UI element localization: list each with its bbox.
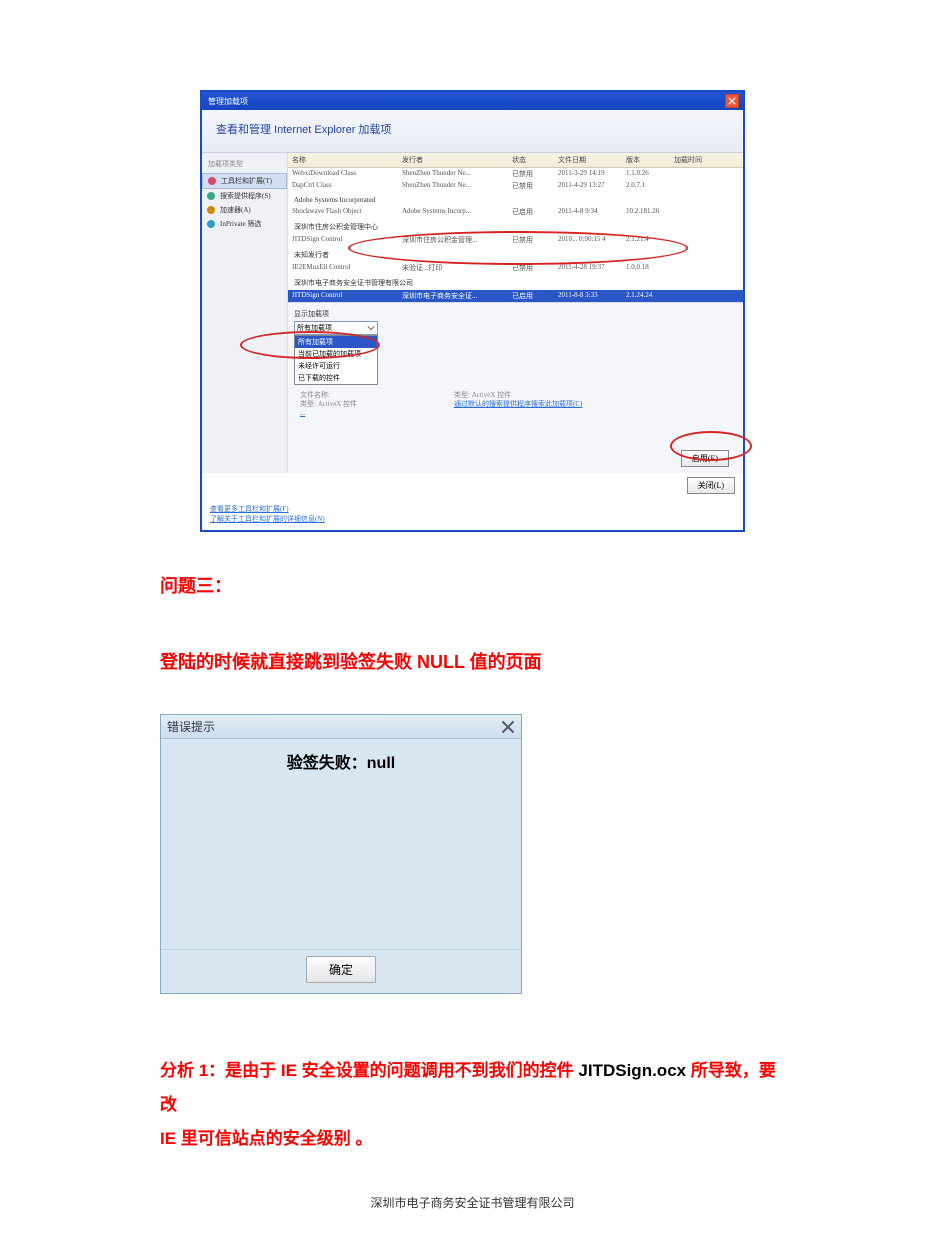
window-titlebar: 管理加载项 [202,92,743,110]
table-row[interactable]: DapCtrl ClassShenZhen Thunder Ne...已禁用20… [288,180,743,192]
analysis-paragraph: 分析 1：是由于 IE 安全设置的问题调用不到我们的控件 JITDSign.oc… [160,1054,785,1156]
dialog-title: 错误提示 [167,718,215,735]
close-button[interactable]: 关闭(L) [687,477,735,494]
sidebar-item-label: 工具栏和扩展(T) [221,176,272,186]
dropdown-area: 显示加载项 所有加载项 所有加载项当前已加载的加载项未经许可运行已下载的控件 文… [288,302,743,473]
meta-left: 文件名称: 类型: ActiveX 控件 ... [294,391,414,418]
meta-search-link[interactable]: 通过默认的搜索提供程序搜索此加载项(C) [454,400,737,409]
enable-button[interactable]: 启用(E) [681,450,729,467]
table-row[interactable]: IE2EMuzEll Control未验证...打印已禁用2011-4-28 1… [288,262,743,274]
dialog-titlebar: 错误提示 [161,715,521,739]
sidebar-item-label: InPrivate 筛选 [220,219,261,229]
col-loadtime[interactable]: 加载时间 [670,155,743,165]
analysis-text-4: IE 里可信站点的安全级别 。 [160,1129,373,1148]
dropdown-option[interactable]: 已下载的控件 [295,372,377,384]
header-band: 查看和管理 Internet Explorer 加载项 [202,110,743,153]
sidebar-head: 加载项类型 [202,157,287,173]
sidebar: 加载项类型 工具栏和扩展(T) 搜索提供程序(S) 加速器(A) InPrivate … [202,153,288,473]
sidebar-item-1[interactable]: 搜索提供程序(S) [202,189,287,203]
footer-link-more[interactable]: 查看更多工具栏和扩展(F) [210,504,735,514]
group-header: 深圳市电子商务安全证书管理有限公司 [288,274,743,290]
close-icon[interactable] [501,720,515,734]
sidebar-item-2[interactable]: 加速器(A) [202,203,287,217]
ok-button[interactable]: 确定 [306,956,376,983]
meta-right: 类型: ActiveX 控件 通过默认的搜索提供程序搜索此加载项(C) [414,391,737,418]
table-row[interactable]: WebxiDownload ClassShenZhen Thunder Ne..… [288,168,743,180]
header-text: 查看和管理 Internet Explorer 加载项 [216,124,391,136]
analysis-text-1: 分析 1：是由于 IE 安全设置的问题调用不到我们的控件 [160,1061,574,1080]
dropdown-option[interactable]: 所有加载项 [295,336,377,348]
gear-icon [207,176,217,186]
dropdown-label: 显示加载项 [294,309,737,319]
sidebar-item-3[interactable]: InPrivate 筛选 [202,217,287,231]
column-header: 名称 发行者 状态 文件日期 版本 加载时间 [288,153,743,168]
table-row[interactable]: JITDSign Control深圳市电子商务安全证...已启用2011-8-8… [288,290,743,302]
close-icon[interactable] [725,94,739,108]
sidebar-item-label: 搜索提供程序(S) [220,191,271,201]
sidebar-item-0[interactable]: 工具栏和扩展(T) [202,173,287,189]
accel-icon [206,205,216,215]
page-footer: 深圳市电子商务安全证书管理有限公司 [0,1194,945,1211]
dropdown-option[interactable]: 当前已加载的加载项 [295,348,377,360]
analysis-text-2: JITDSign.ocx [574,1061,691,1080]
group-header: 未知发行者 [288,246,743,262]
table-row[interactable]: JITDSign Control深圳市住房公积金管理...已禁用2010... … [288,234,743,246]
dropdown-list: 所有加载项当前已加载的加载项未经许可运行已下载的控件 [294,335,378,385]
col-publisher[interactable]: 发行者 [398,155,508,165]
col-status[interactable]: 状态 [508,155,554,165]
priv-icon [206,219,216,229]
window-title: 管理加载项 [208,96,248,107]
dialog-body: 验签失败：null [161,739,521,949]
search-icon [206,191,216,201]
col-name[interactable]: 名称 [288,155,398,165]
section3-desc: 登陆的时候就直接跳到验签失败 NULL 值的页面 [160,648,945,674]
error-dialog: 错误提示 验签失败：null 确定 [160,714,522,994]
chevron-down-icon [367,324,375,332]
dropdown-value: 所有加载项 [297,323,332,333]
addons-window: 管理加载项 查看和管理 Internet Explorer 加载项 加载项类型 … [200,90,745,532]
dropdown-option[interactable]: 未经许可运行 [295,360,377,372]
section3-heading: 问题三： [160,572,945,598]
footer-link-learn[interactable]: 了解关于工具栏和扩展的详细信息(N) [210,514,735,524]
meta-left-link[interactable]: ... [300,409,414,418]
show-dropdown[interactable]: 所有加载项 [294,321,378,335]
table-row[interactable]: Shockwave Flash ObjectAdobe Systems Inco… [288,206,743,218]
col-date[interactable]: 文件日期 [554,155,622,165]
group-header: 深圳市住房公积金管理中心 [288,218,743,234]
main-area: 名称 发行者 状态 文件日期 版本 加载时间 WebxiDownload Cla… [288,153,743,473]
sidebar-item-label: 加速器(A) [220,205,251,215]
col-version[interactable]: 版本 [622,155,670,165]
group-header: Adobe Systems Incorporated [288,192,743,206]
